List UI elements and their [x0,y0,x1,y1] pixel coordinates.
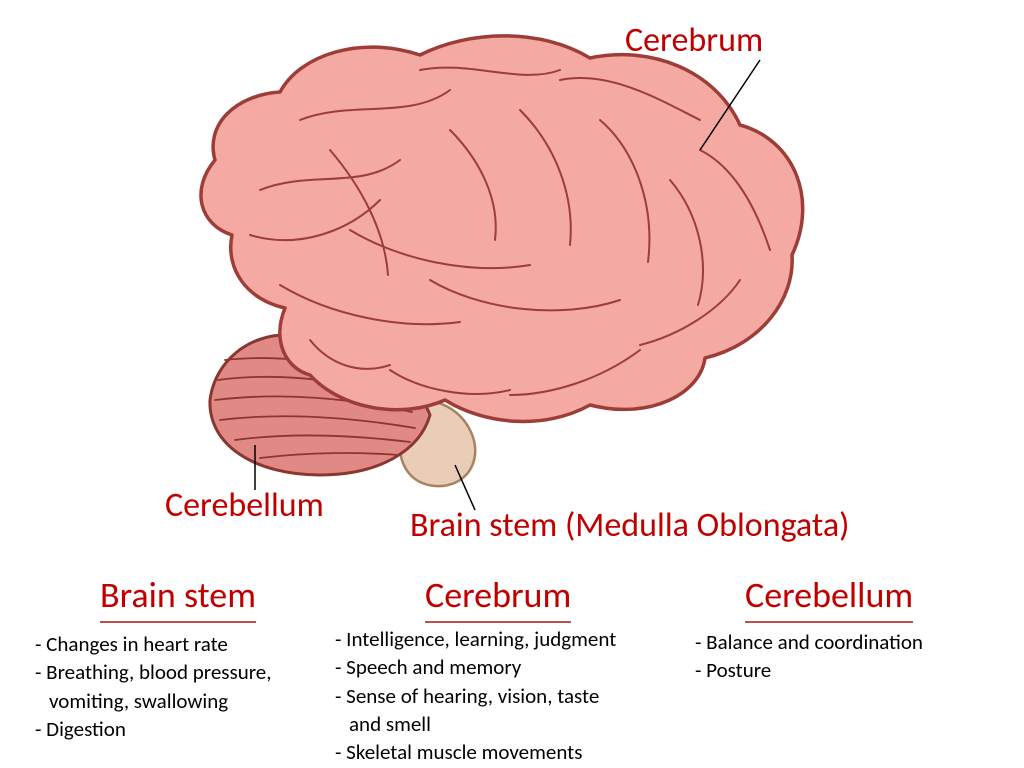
bullets-brainstem: - Changes in heart rate- Breathing, bloo… [35,630,272,743]
heading-cerebrum: Cerebrum [425,573,571,623]
bullets-cerebellum: - Balance and coordination- Posture [695,628,923,685]
cerebrum-shape [201,36,803,422]
bullet-item: - Posture [695,656,923,684]
bullet-item: - Digestion [35,715,272,743]
bullet-item: and smell [335,710,616,738]
bullet-item: - Speech and memory [335,653,616,681]
bullet-item: - Changes in heart rate [35,630,272,658]
bullet-item: - Sense of hearing, vision, taste [335,682,616,710]
callout-cerebrum: Cerebrum [625,20,763,61]
bullet-item: vomiting, swallowing [35,687,272,715]
diagram-stage: Cerebrum Cerebellum Brain stem (Medulla Ob… [0,0,1024,768]
bullet-item: - Intelligence, learning, judgment [335,625,616,653]
heading-brainstem: Brain stem [100,573,256,623]
bullet-item: - Balance and coordination [695,628,923,656]
bullet-item: - Skeletal muscle movements [335,738,616,766]
bullet-item: - Breathing, blood pressure, [35,658,272,686]
callout-cerebellum: Cerebellum [165,485,324,526]
bullets-cerebrum: - Intelligence, learning, judgment- Spee… [335,625,616,767]
callout-brainstem: Brain stem (Medulla Oblongata) [410,505,849,546]
heading-cerebellum: Cerebellum [745,573,913,623]
